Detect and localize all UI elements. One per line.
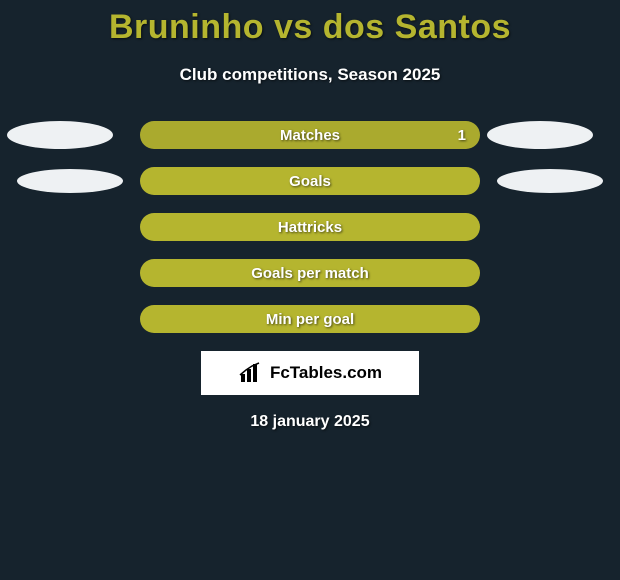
- stat-pill: Goals: [140, 167, 480, 195]
- stat-label: Goals per match: [140, 265, 480, 282]
- stat-row: Goals: [0, 167, 620, 195]
- stat-pill: Matches1: [140, 121, 480, 149]
- bar-chart-icon: [238, 362, 264, 384]
- left-bubble: [17, 169, 123, 193]
- right-bubble: [497, 169, 603, 193]
- stat-label: Matches: [140, 127, 480, 144]
- stat-row: Min per goal: [0, 305, 620, 333]
- logo-box: FcTables.com: [201, 351, 419, 395]
- stat-label: Hattricks: [140, 219, 480, 236]
- stat-row: Matches1: [0, 121, 620, 149]
- page-title: Bruninho vs dos Santos: [0, 0, 620, 47]
- left-bubble: [7, 121, 113, 149]
- stat-row: Goals per match: [0, 259, 620, 287]
- page-subtitle: Club competitions, Season 2025: [0, 65, 620, 85]
- stat-label: Min per goal: [140, 311, 480, 328]
- logo-text: FcTables.com: [270, 363, 382, 383]
- stats-rows: Matches1 Goals Hattricks Goals per match Min…: [0, 121, 620, 333]
- stat-pill: Min per goal: [140, 305, 480, 333]
- stat-pill: Hattricks: [140, 213, 480, 241]
- stat-label: Goals: [140, 173, 480, 190]
- stat-row: Hattricks: [0, 213, 620, 241]
- stat-pill: Goals per match: [140, 259, 480, 287]
- stat-right-value: 1: [458, 127, 466, 144]
- footer-date: 18 january 2025: [0, 413, 620, 431]
- right-bubble: [487, 121, 593, 149]
